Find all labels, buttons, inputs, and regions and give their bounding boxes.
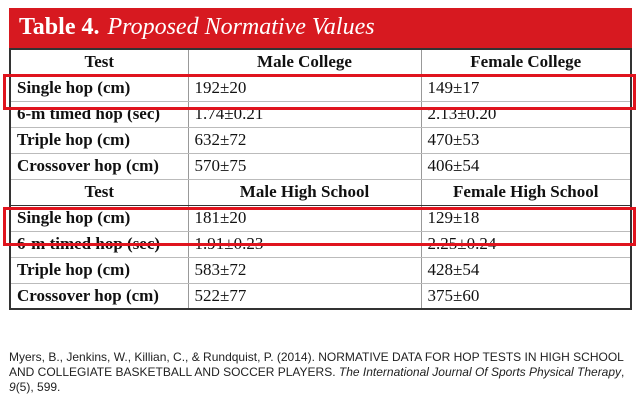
table-row: Crossover hop (cm) 570±75 406±54 <box>9 153 631 180</box>
table-cell: Triple hop (cm) <box>9 257 188 284</box>
table-cell: 522±77 <box>187 283 421 310</box>
column-header: Male College <box>187 49 421 76</box>
table-cell: 375±60 <box>420 283 631 310</box>
table-title: Proposed Normative Values <box>107 14 375 40</box>
column-header: Female College <box>420 49 631 76</box>
column-header: Test <box>9 49 188 76</box>
highlight-box <box>3 207 636 246</box>
table-cell: 470±53 <box>420 127 631 154</box>
table-cell: 428±54 <box>420 257 631 284</box>
table-cell: 192±20 <box>187 75 421 102</box>
table-cell: Crossover hop (cm) <box>9 153 188 180</box>
table-row: Crossover hop (cm) 522±77 375±60 <box>9 283 631 310</box>
table-cell: Triple hop (cm) <box>9 127 188 154</box>
citation: Myers, B., Jenkins, W., Killian, C., & R… <box>9 350 629 395</box>
column-header: Female High School <box>420 179 631 206</box>
header-row: Test Male College Female College <box>9 49 631 76</box>
table-cell: 2.13±0.20 <box>420 101 631 128</box>
table-cell: 583±72 <box>187 257 421 284</box>
table-label: Table 4. <box>19 14 100 40</box>
table-row: Single hop (cm) 192±20 149±17 <box>9 75 631 102</box>
column-header: Test <box>9 179 188 206</box>
table-row: Triple hop (cm) 632±72 470±53 <box>9 127 631 154</box>
citation-part: (5), 599. <box>15 380 61 394</box>
column-header: Male High School <box>187 179 421 206</box>
highlight-box <box>3 74 636 110</box>
header-row: Test Male High School Female High School <box>9 179 631 206</box>
table-cell: Crossover hop (cm) <box>9 283 188 310</box>
table-cell: Single hop (cm) <box>9 75 188 102</box>
table-cell: 149±17 <box>420 75 631 102</box>
citation-part: , <box>621 365 625 379</box>
table-row: Triple hop (cm) 583±72 428±54 <box>9 257 631 284</box>
table-cell: 570±75 <box>187 153 421 180</box>
citation-part: 9 <box>9 380 16 394</box>
table-cell: 406±54 <box>420 153 631 180</box>
table-header: Table 4. Proposed Normative Values <box>9 8 632 48</box>
citation-part: The International Journal Of Sports Phys… <box>338 365 622 379</box>
table: Test Male College Female College Single hop… <box>9 48 632 310</box>
citation-part: Myers, B., Jenkins, W., Killian, C., & R… <box>9 350 624 379</box>
table-cell: 632±72 <box>187 127 421 154</box>
